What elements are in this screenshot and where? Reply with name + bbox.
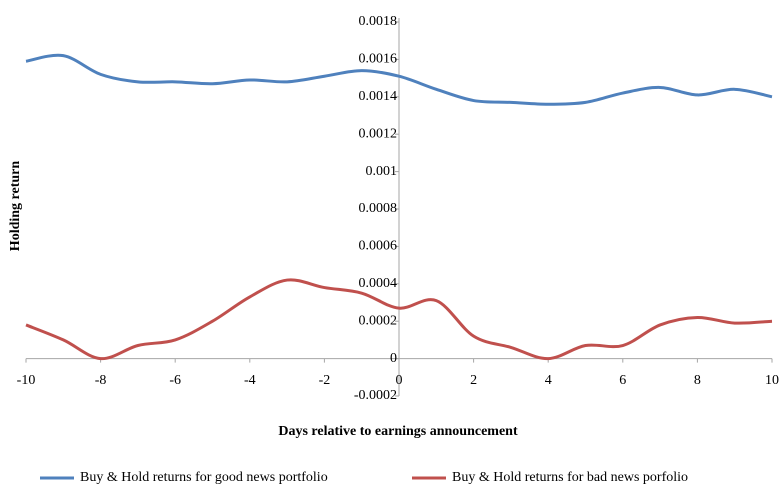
x-tick-label: 2 xyxy=(470,373,477,388)
legend-label: Buy & Hold returns for bad news porfolio xyxy=(452,470,688,485)
y-tick-label: 0.0018 xyxy=(359,14,398,29)
x-axis-title: Days relative to earnings announcement xyxy=(278,424,518,439)
y-tick-label: 0.001 xyxy=(366,164,398,179)
x-tick-label: 6 xyxy=(619,373,626,388)
y-tick-label: 0.0016 xyxy=(359,52,398,67)
y-axis-title: Holding return xyxy=(8,161,23,252)
x-tick-label: -4 xyxy=(244,373,256,388)
series-line xyxy=(25,53,773,106)
y-tick-label: 0.0012 xyxy=(359,126,398,141)
y-tick-label: 0.0002 xyxy=(359,313,398,328)
y-tick-label: 0.0014 xyxy=(359,89,398,104)
x-tick-label: -2 xyxy=(319,373,331,388)
x-tick-label: -10 xyxy=(17,373,36,388)
x-tick-label: 0 xyxy=(396,373,403,388)
x-tick-label: -6 xyxy=(169,373,181,388)
y-tick-label: 0.0004 xyxy=(359,276,398,291)
x-tick-label: 4 xyxy=(545,373,552,388)
series-line xyxy=(25,278,773,361)
legend-label: Buy & Hold returns for good news portfol… xyxy=(80,470,328,485)
y-tick-label: 0.0008 xyxy=(359,201,398,216)
x-tick-label: 10 xyxy=(765,373,779,388)
y-tick-label: -0.0002 xyxy=(354,388,397,403)
x-tick-label: -8 xyxy=(95,373,107,388)
y-tick-label: 0.0006 xyxy=(359,239,398,254)
y-tick-label: 0 xyxy=(390,351,397,366)
x-tick-label: 8 xyxy=(694,373,701,388)
